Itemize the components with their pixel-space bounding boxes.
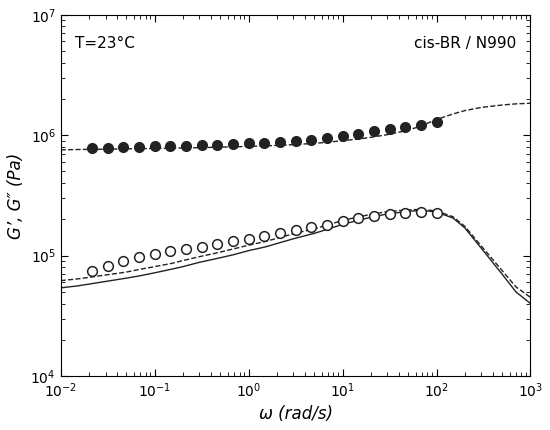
X-axis label: ω (rad/s): ω (rad/s) — [258, 405, 333, 423]
Text: cis-BR / N990: cis-BR / N990 — [414, 37, 516, 52]
Text: T=23°C: T=23°C — [75, 37, 135, 52]
Y-axis label: G’, G″ (Pa): G’, G″ (Pa) — [7, 152, 25, 239]
